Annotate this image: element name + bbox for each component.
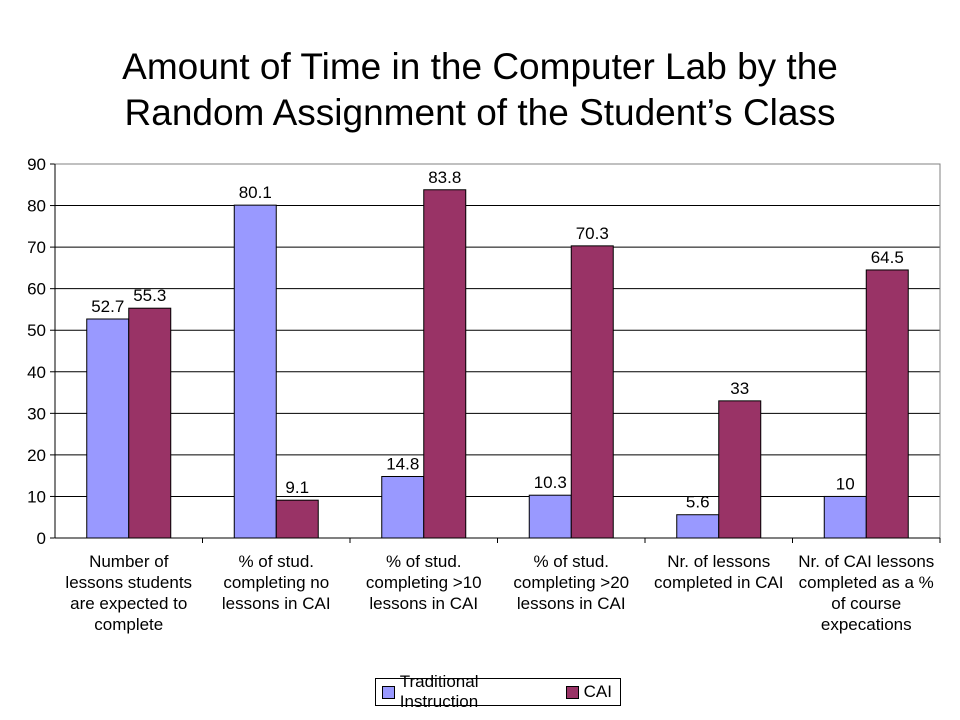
bar-traditional — [528, 494, 572, 539]
data-label: 9.1 — [285, 478, 309, 497]
y-tick-label: 50 — [27, 321, 46, 340]
bar-cai — [718, 400, 762, 539]
data-label: 14.8 — [386, 454, 419, 473]
bar-cai — [423, 189, 467, 539]
data-label: 83.8 — [428, 168, 461, 187]
x-tick-label: % of stud. completing >20 lessons in CAI — [513, 552, 629, 613]
x-tick-label: % of stud. completing no lessons in CAI — [222, 552, 331, 613]
legend-item-traditional: Traditional Instruction — [382, 672, 558, 712]
data-label: 10 — [836, 474, 855, 493]
bar-traditional — [823, 495, 867, 539]
x-tick-label: % of stud. completing >10 lessons in CAI — [366, 552, 482, 613]
y-tick-label: 0 — [37, 529, 46, 548]
y-tick-label: 30 — [27, 404, 46, 423]
legend: Traditional Instruction CAI — [375, 672, 621, 711]
chart-title-line-1: Amount of Time in the Computer Lab by th… — [122, 46, 838, 87]
bar-cai — [865, 269, 909, 539]
data-label: 33 — [730, 379, 749, 398]
data-label: 80.1 — [239, 183, 272, 202]
data-label: 64.5 — [871, 248, 904, 267]
bar-traditional — [233, 204, 277, 539]
y-tick-label: 80 — [27, 197, 46, 216]
bar-cai — [275, 499, 319, 539]
legend-swatch-cai — [565, 685, 579, 699]
legend-label-cai: CAI — [583, 682, 612, 701]
legend-label-traditional: Traditional Instruction — [399, 672, 479, 711]
y-tick-label: 20 — [27, 446, 46, 465]
y-tick-label: 60 — [27, 280, 46, 299]
data-label: 52.7 — [91, 297, 124, 316]
bar-traditional — [86, 318, 130, 539]
x-tick-label: Number of lessons students are expected to… — [65, 552, 192, 634]
chart-title: Amount of Time in the Computer Lab by th… — [0, 44, 960, 136]
x-tick-label: Nr. of lessons completed in CAI — [654, 552, 783, 592]
plot-area — [54, 163, 941, 539]
y-tick-label: 70 — [27, 238, 46, 257]
bar-traditional — [381, 475, 425, 539]
bar-cai — [570, 245, 614, 539]
x-tick-label: Nr. of CAI lessons completed as a % of cou… — [798, 552, 934, 634]
legend-item-cai: CAI — [565, 682, 612, 702]
data-label: 55.3 — [133, 286, 166, 305]
y-tick-label: 90 — [27, 155, 46, 174]
bar-cai — [128, 307, 172, 539]
bar-traditional — [676, 514, 720, 539]
y-tick-label: 10 — [27, 487, 46, 506]
legend-swatch-traditional — [382, 685, 395, 699]
chart-title-line-2: Random Assignment of the Student’s Class — [124, 92, 836, 133]
y-tick-label: 40 — [27, 363, 46, 382]
data-label: 70.3 — [576, 224, 609, 243]
data-label: 5.6 — [686, 493, 710, 512]
data-label: 10.3 — [534, 473, 567, 492]
